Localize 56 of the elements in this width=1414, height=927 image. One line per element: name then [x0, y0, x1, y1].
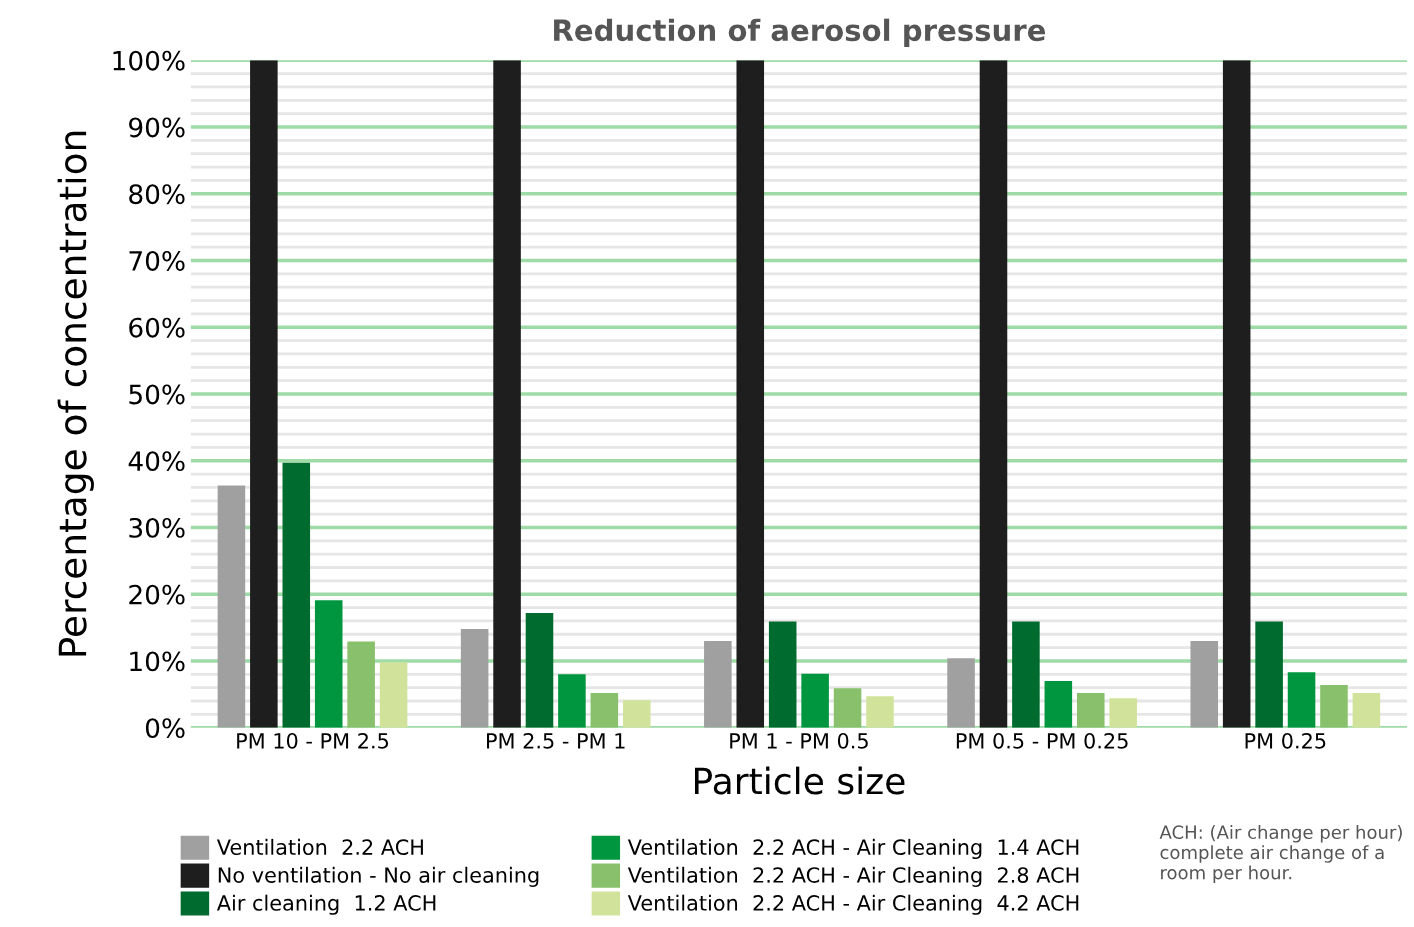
bar [1012, 621, 1040, 728]
bar [704, 640, 732, 728]
x-tick-label: PM 1 - PM 0.5 [730, 732, 868, 749]
bar [314, 600, 343, 728]
legend-label: Ventilation 2.2 ACH [216, 838, 423, 855]
bar [347, 641, 375, 728]
legend-label: Ventilation 2.2 ACH - Air Cleaning 2.8 ACH [627, 866, 1079, 887]
text: ACH: (Air change per hour) complete air change of a room per hour. [1159, 825, 1402, 883]
bar [460, 628, 489, 728]
y-tick-label: 30% [129, 517, 185, 538]
bar [1109, 698, 1137, 728]
y-axis-title: Percentage of concentration [57, 131, 94, 656]
y-tick-label: 20% [129, 584, 185, 605]
x-axis-title: Particle size [695, 766, 905, 795]
bar [282, 462, 311, 728]
legend-label: Air cleaning 1.2 ACH [216, 894, 436, 915]
bar [590, 692, 619, 728]
y-tick-label: 80% [129, 184, 185, 205]
x-tick-label: PM 10 - PM 2.5 [237, 732, 389, 749]
bar [979, 60, 1008, 728]
bar [801, 673, 829, 728]
bar [1222, 60, 1251, 728]
bar [1320, 684, 1348, 728]
y-tick-label: 90% [129, 117, 185, 138]
bar [1190, 640, 1219, 728]
legend-label: No ventilation - No air cleaning [218, 866, 539, 887]
y-tick-label: 0% [145, 718, 185, 739]
bar [558, 674, 586, 728]
y-tick-label: 100% [113, 50, 185, 71]
bar [1255, 621, 1283, 728]
bar [622, 700, 651, 728]
y-tick-label: 60% [129, 317, 185, 338]
bar [833, 688, 862, 728]
legend-label: Ventilation 2.2 ACH - Air Cleaning 1.4 ACH [627, 838, 1079, 860]
y-tick-label: 40% [128, 451, 185, 472]
y-tick-label: 10% [130, 651, 185, 672]
bar [1352, 692, 1381, 728]
chart-title: Reduction of aerosol pressure [554, 18, 1046, 47]
bar [217, 485, 246, 728]
bar [736, 60, 765, 728]
legend-label: Ventilation 2.2 ACH - Air Cleaning 4.2 ACH [627, 894, 1079, 915]
x-tick-label: PM 0.25 [1245, 732, 1326, 749]
bar [1044, 680, 1073, 728]
x-tick-label: PM 0.5 - PM 0.25 [956, 732, 1128, 749]
bar [1287, 672, 1316, 728]
bar [947, 658, 975, 728]
bar [379, 662, 408, 728]
bar [525, 612, 554, 728]
y-tick-label: 50% [129, 384, 185, 405]
bar [250, 60, 278, 728]
y-tick-label: 70% [129, 250, 185, 271]
bar [866, 696, 894, 728]
x-tick-label: PM 2.5 - PM 1 [487, 732, 625, 749]
bar [768, 621, 797, 728]
bar [1076, 692, 1105, 728]
bar [493, 60, 521, 728]
